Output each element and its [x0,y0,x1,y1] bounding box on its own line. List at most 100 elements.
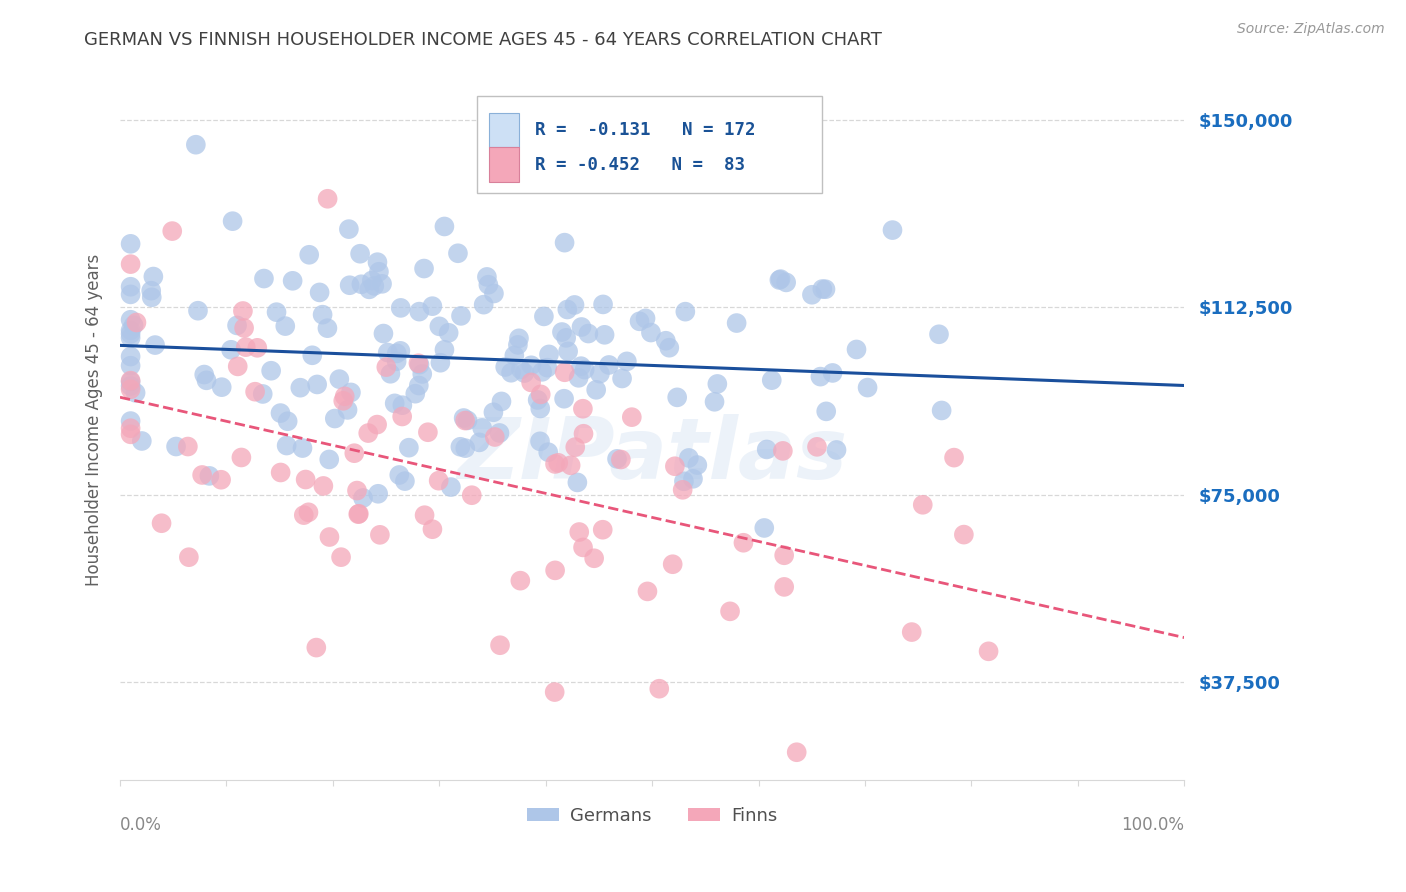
Point [413,508,436,523]
Point [773,549,796,563]
Point [554,365,576,379]
Point [433,343,456,357]
Point [337,222,360,236]
Point [845,343,868,357]
Point [143,338,166,352]
Point [120,287,142,301]
Point [454,441,477,455]
Point [252,387,274,401]
Point [243,384,266,399]
Point [427,474,450,488]
Point [292,508,315,522]
Point [281,274,304,288]
Point [125,316,148,330]
Point [454,413,477,427]
Point [277,414,299,428]
Point [557,302,579,317]
Text: 0.0%: 0.0% [120,816,162,834]
Point [120,312,142,326]
Point [672,483,695,497]
Point [666,390,689,404]
Point [529,434,551,449]
Point [471,421,494,435]
Point [235,340,257,354]
Point [682,472,704,486]
Point [468,435,491,450]
Point [484,430,506,444]
Text: Source: ZipAtlas.com: Source: ZipAtlas.com [1237,22,1385,37]
Point [544,685,567,699]
Point [318,530,340,544]
Point [453,411,475,425]
Point [551,325,574,339]
Point [482,405,505,419]
Point [547,456,569,470]
Point [616,354,638,368]
Point [307,377,329,392]
Point [391,409,413,424]
Point [298,248,321,262]
Point [509,574,531,588]
Point [661,558,683,572]
Point [928,327,950,342]
Point [349,246,371,260]
Point [800,287,823,301]
Point [150,516,173,531]
Point [569,359,592,373]
Point [572,541,595,555]
Point [574,362,596,376]
Point [592,297,614,311]
Point [323,411,346,425]
Point [491,394,513,409]
Point [373,326,395,341]
Point [177,550,200,565]
Point [368,265,391,279]
Point [408,304,430,318]
Point [786,745,808,759]
Point [226,318,249,333]
Point [544,457,567,471]
Point [592,523,614,537]
Point [900,625,922,640]
Point [814,282,837,296]
Point [389,301,412,315]
Point [557,344,579,359]
Point [165,440,187,454]
Point [385,354,408,368]
Point [718,604,741,618]
Point [120,414,142,428]
Point [305,640,328,655]
Point [416,425,439,440]
Point [191,467,214,482]
Point [583,551,606,566]
Point [620,410,643,425]
Point [564,440,586,454]
Point [330,550,353,565]
Point [856,380,879,394]
Point [536,360,558,375]
Point [340,385,363,400]
Point [408,356,430,370]
Point [472,298,495,312]
Point [768,273,790,287]
Point [332,393,354,408]
Point [457,413,479,427]
Point [678,450,700,465]
Point [141,290,163,304]
Point [572,426,595,441]
Point [366,417,388,432]
Point [686,458,709,472]
Point [733,535,755,549]
Point [806,440,828,454]
Point [513,366,536,380]
Point [530,387,553,401]
Point [347,507,370,521]
Point [475,269,498,284]
Point [413,261,436,276]
Point [568,371,591,385]
Point [361,273,384,287]
Point [316,321,339,335]
Point [343,446,366,460]
Point [209,473,232,487]
Point [628,314,651,328]
